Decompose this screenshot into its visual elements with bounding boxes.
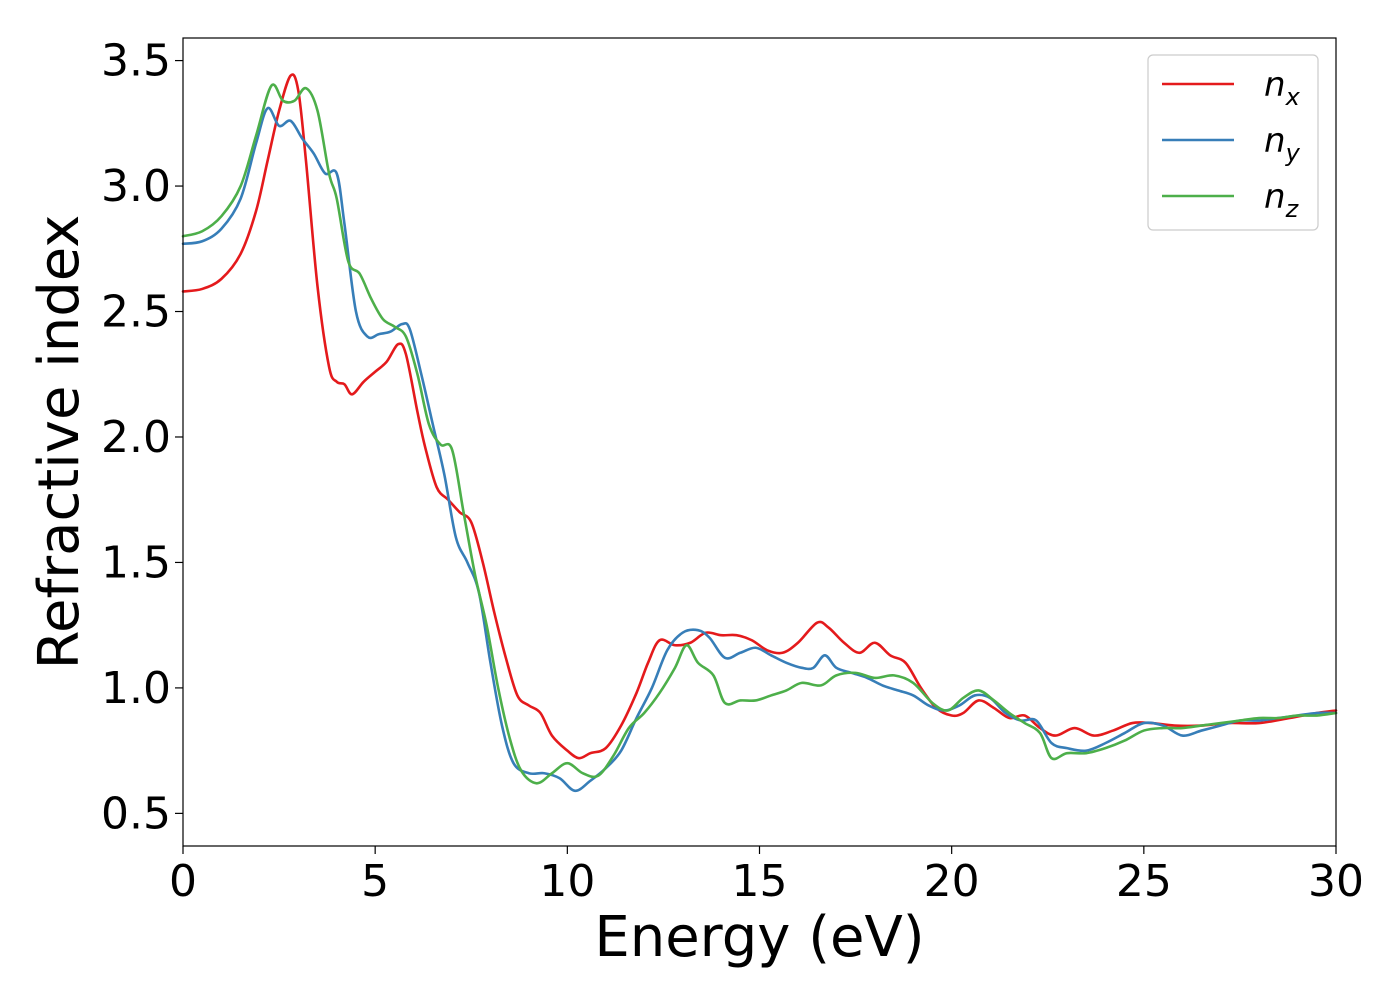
x-tick-label: 5 [361,856,389,907]
plot-area [183,38,1336,846]
series-line-y [181,106,1338,793]
y-axis-title: Refractive index [27,215,92,670]
legend-label-x: nx [1264,65,1301,111]
y-axis-ticks: 0.5 1.0 1.5 2.0 2.5 3.0 3.5 [101,36,183,839]
x-tick-label: 15 [732,856,788,907]
y-tick-label: 3.0 [101,161,171,212]
x-tick-label: 0 [169,856,197,907]
y-tick-label: 3.5 [101,36,171,87]
y-tick-label: 1.0 [101,663,171,714]
legend-label-z: nz [1264,177,1300,223]
series-line-x [181,73,1338,760]
series-line-z [181,83,1338,785]
y-tick-label: 2.5 [101,287,171,338]
legend-label-y: ny [1264,121,1301,167]
x-tick-label: 10 [539,856,595,907]
x-tick-label: 30 [1308,856,1364,907]
x-tick-label: 20 [924,856,980,907]
x-axis-ticks: 0 5 10 15 20 25 30 [169,846,1364,907]
x-axis-title: Energy (eV) [594,905,924,970]
legend: nx ny nz [1147,54,1319,231]
series-layer [181,73,1338,793]
y-tick-label: 1.5 [101,537,171,588]
y-tick-label: 2.0 [101,412,171,463]
legend-box [1147,54,1319,231]
x-tick-label: 25 [1116,856,1172,907]
y-tick-label: 0.5 [101,788,171,839]
